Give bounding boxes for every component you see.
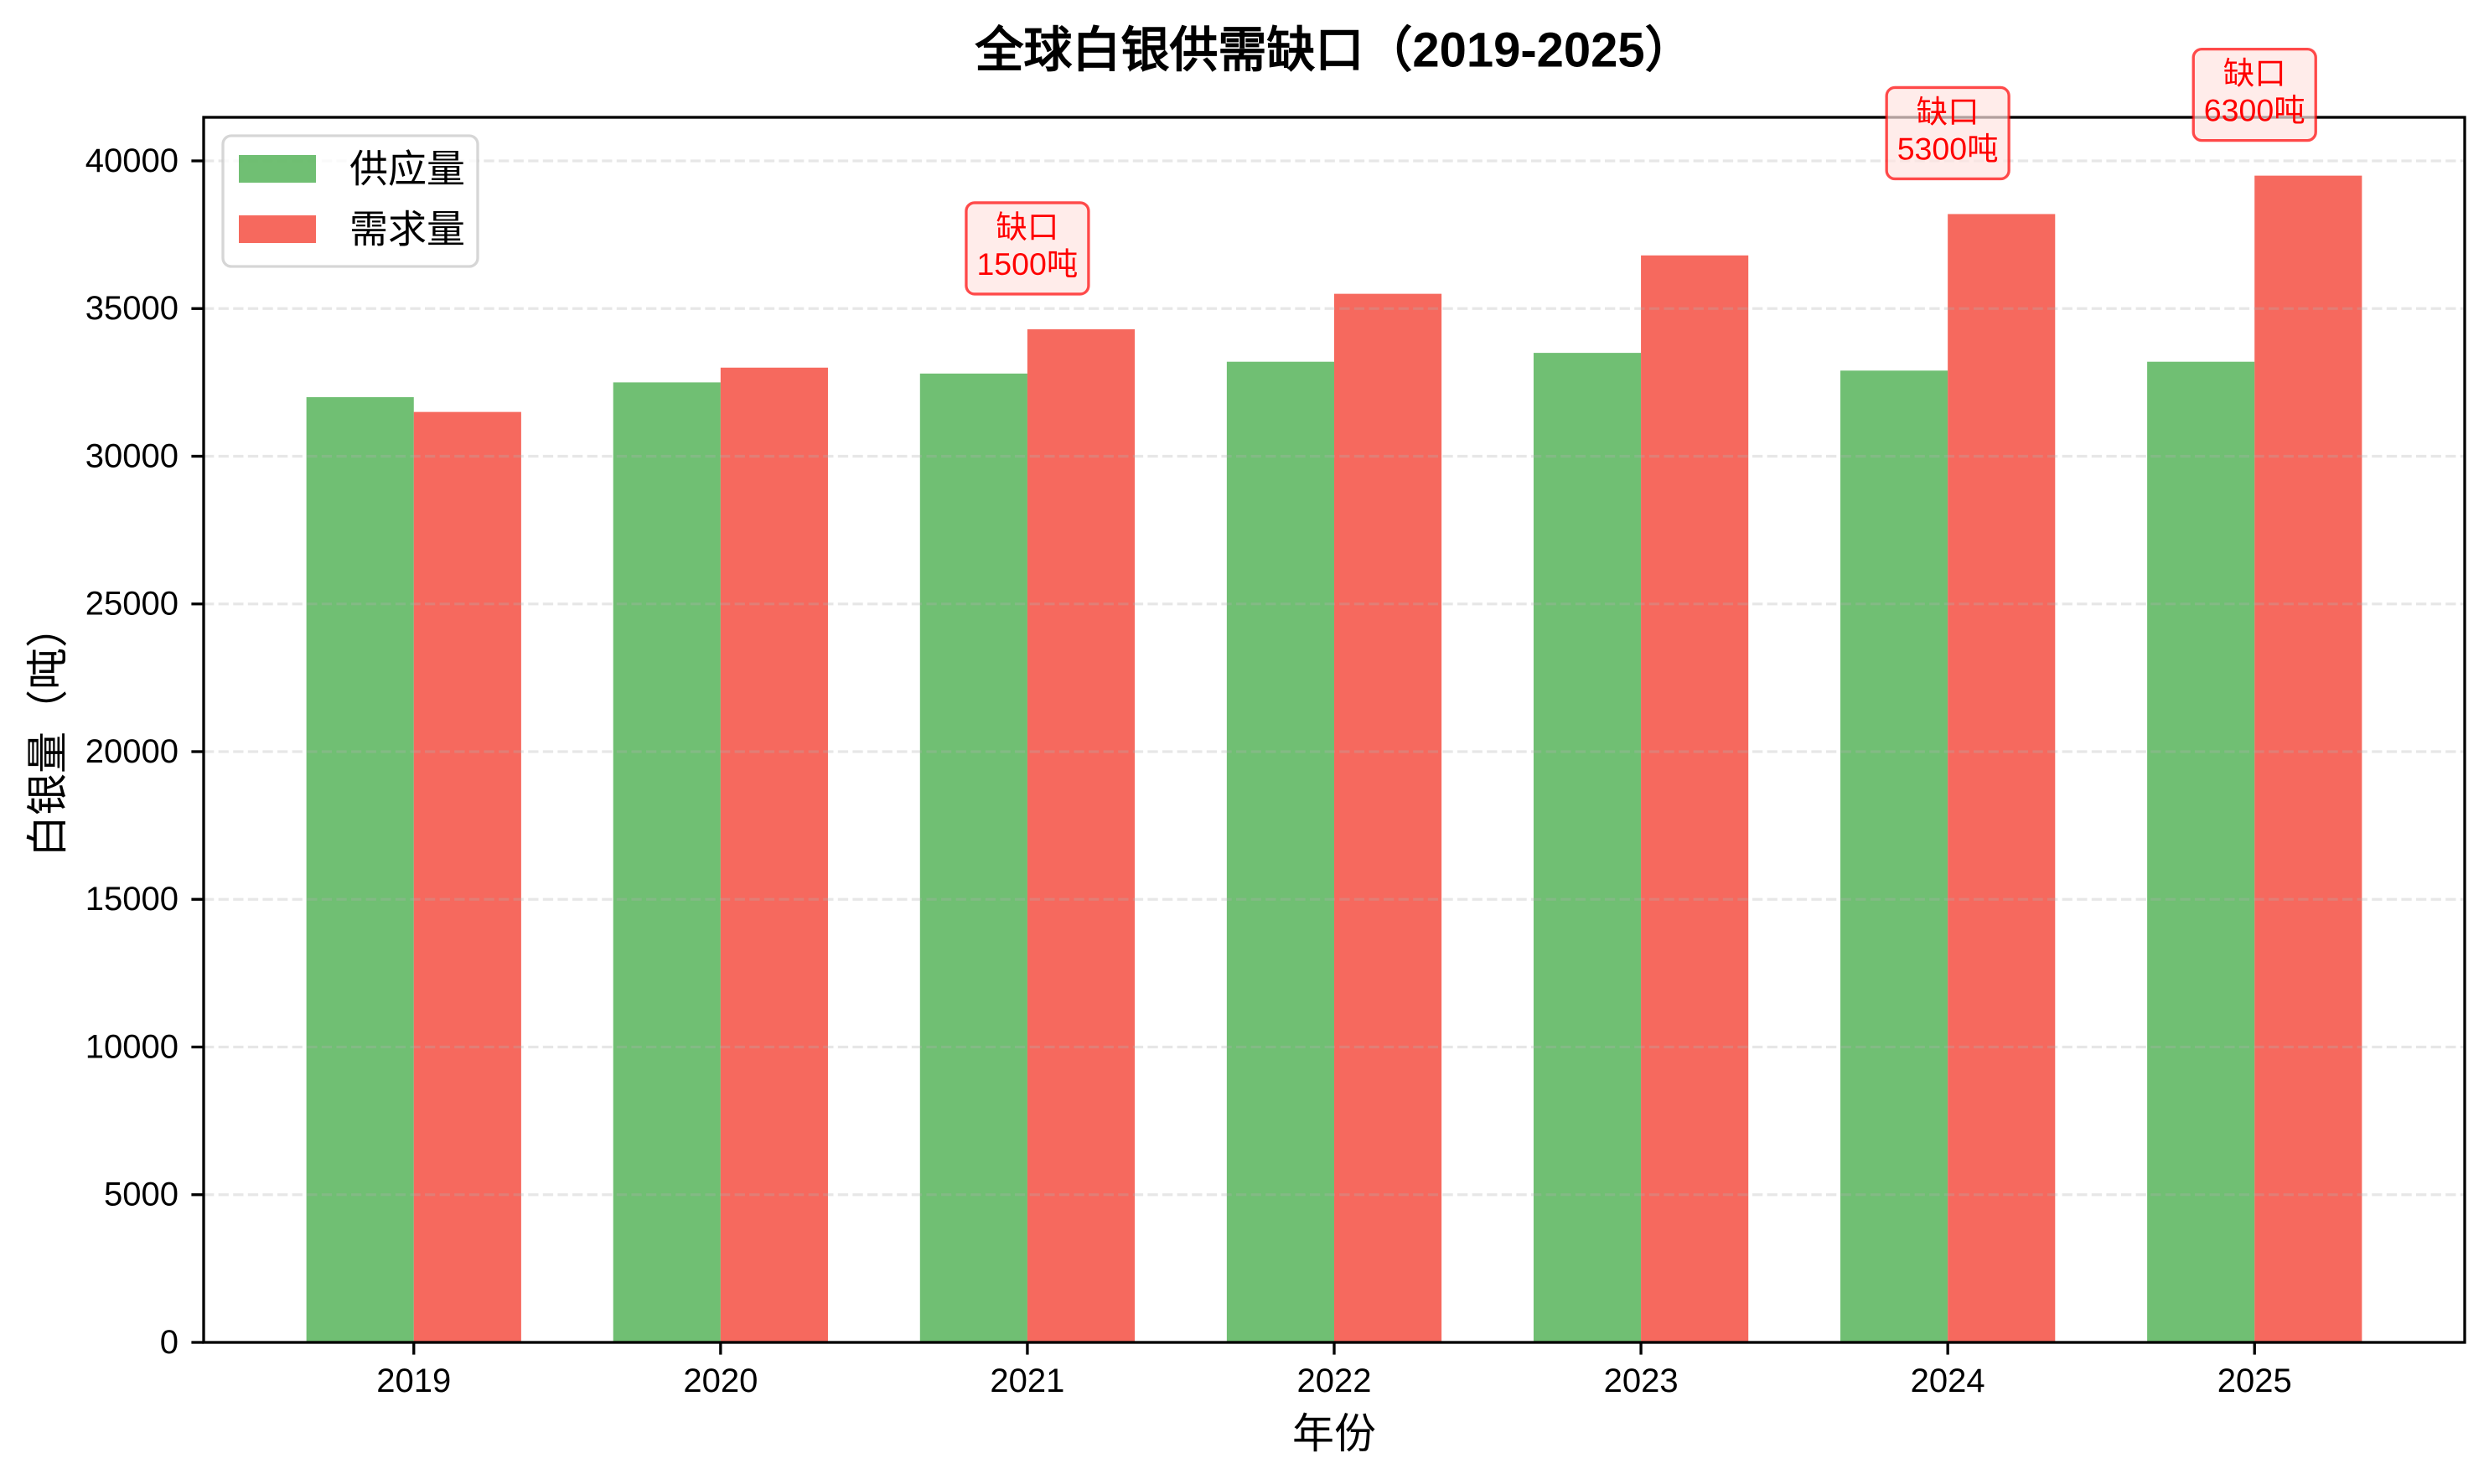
x-tick-label: 2020 (683, 1362, 758, 1399)
demand-bar-2024 (1948, 214, 2056, 1343)
supply-bar-2019 (306, 396, 414, 1343)
y-tick-label: 35000 (85, 290, 179, 327)
bars (306, 175, 2362, 1343)
legend-label: 需求量 (349, 208, 465, 251)
legend-item-demand: 需求量 (239, 208, 465, 251)
supply-bar-2021 (919, 373, 1027, 1342)
supply-bar-2022 (1226, 361, 1334, 1342)
y-gridlines (204, 159, 2465, 1197)
annotation-box (1885, 85, 2010, 181)
x-tick-label: 2025 (2217, 1362, 2292, 1399)
annotation-title: 缺口 (996, 209, 1058, 245)
y-axis-ticks: 0 5000 10000 15000 20000 25000 30000 35000 40000 (85, 142, 204, 1361)
demand-bar-2023 (1641, 255, 1749, 1343)
y-tick-label: 40000 (85, 142, 179, 179)
legend-swatch (239, 155, 316, 183)
y-tick-label: 10000 (85, 1028, 179, 1065)
demand-bar-2022 (1334, 293, 1442, 1343)
annotation-value: 5300吨 (1897, 131, 1999, 166)
x-tick-label: 2023 (1604, 1362, 1679, 1399)
demand-bar-2021 (1027, 328, 1136, 1343)
y-tick-label: 30000 (85, 437, 179, 474)
annotation-box (2191, 47, 2317, 142)
legend-label: 供应量 (349, 147, 465, 191)
supply-bar-2023 (1533, 353, 1642, 1342)
legend-item-supply: 供应量 (239, 147, 465, 191)
supply-bar-2025 (2147, 361, 2255, 1342)
demand-bar-2019 (413, 411, 521, 1342)
y-axis-label: 白银量（吨） (24, 606, 71, 857)
annotation-title: 缺口 (1917, 94, 1979, 129)
chart-title: 全球白银供需缺口（2019-2025） (974, 23, 1693, 78)
supply-bar-2024 (1840, 370, 1948, 1343)
annotation-value: 6300吨 (2204, 93, 2305, 128)
x-tick-label: 2019 (376, 1362, 451, 1399)
x-tick-label: 2021 (990, 1362, 1064, 1399)
annotation-title: 缺口 (2223, 56, 2286, 91)
supply-bar-2020 (613, 382, 721, 1342)
demand-bar-2020 (720, 367, 828, 1343)
x-axis-label: 年份 (1292, 1410, 1376, 1457)
x-axis-ticks: 2019 2020 2021 2022 2023 2024 2025 (376, 1342, 2292, 1399)
legend-swatch (239, 215, 316, 243)
y-tick-label: 5000 (104, 1176, 179, 1213)
demand-bar-2025 (2254, 175, 2362, 1343)
y-tick-label: 20000 (85, 733, 179, 770)
y-tick-label: 15000 (85, 881, 179, 918)
y-tick-label: 25000 (85, 586, 179, 623)
y-tick-label: 0 (160, 1324, 179, 1361)
x-tick-label: 2024 (1911, 1362, 1985, 1399)
annotation-value: 1500吨 (976, 246, 1078, 282)
annotation-box (965, 201, 1090, 296)
x-tick-label: 2022 (1297, 1362, 1372, 1399)
